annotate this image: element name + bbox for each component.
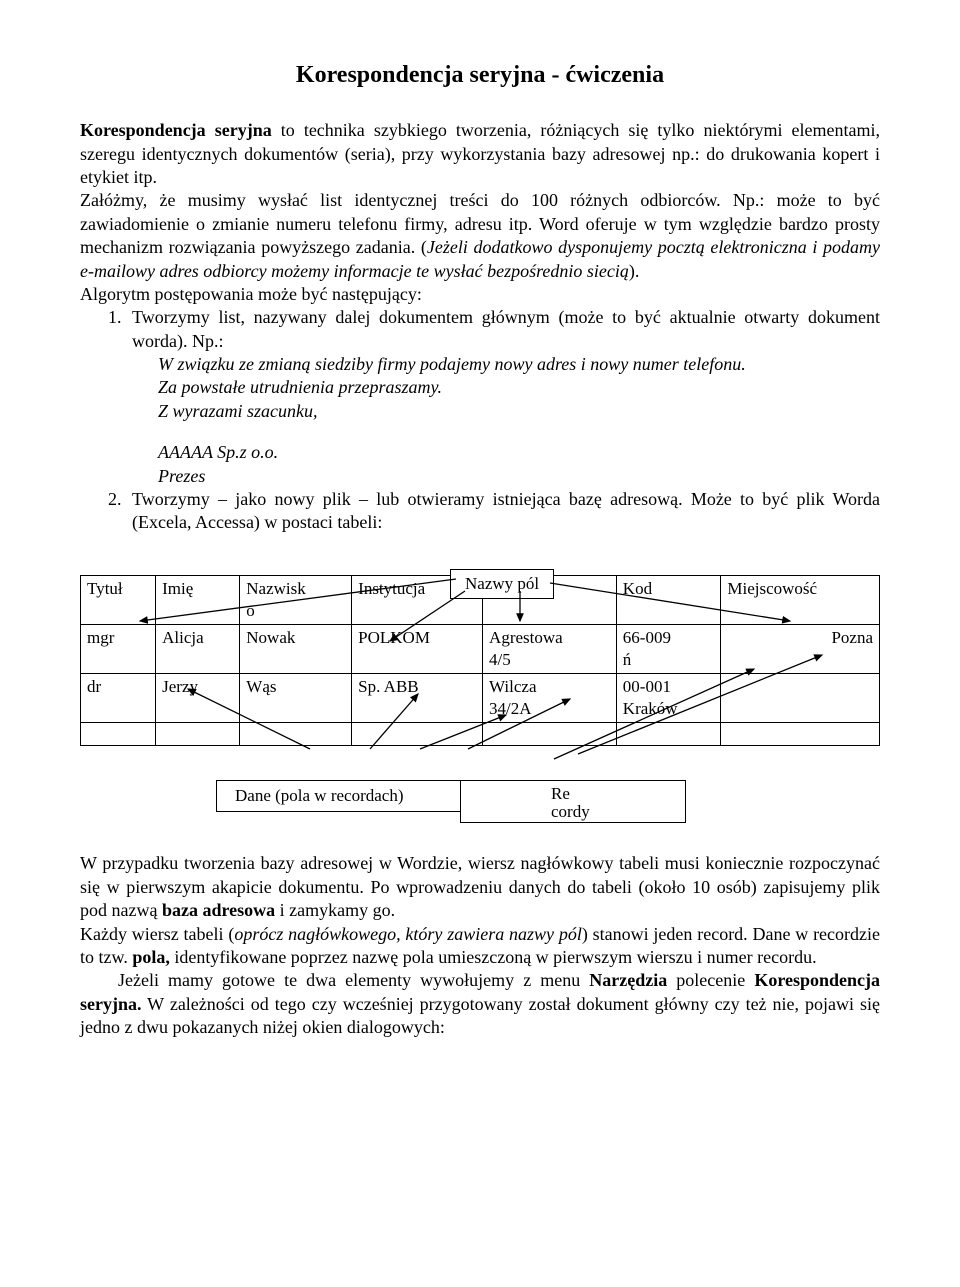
table-row: dr Jerzy Wąs Sp. ABB Wilcza34/2A 00-001K… (81, 674, 880, 723)
footer-paragraph-1: W przypadku tworzenia bazy adresowej w W… (80, 852, 880, 922)
table-row: mgr Alicja Nowak POLKOM Agrestowa4/5 66-… (81, 625, 880, 674)
cell: POLKOM (352, 625, 483, 674)
f2-italic: oprócz nagłówkowego, który zawiera nazwy… (234, 924, 582, 944)
list-marker-1: 1. (108, 306, 132, 353)
intro-paragraph: Korespondencja seryjna to technika szybk… (80, 119, 880, 189)
paragraph-2: Załóżmy, że musimy wysłać list identyczn… (80, 189, 880, 283)
footer-paragraph-3: Jeżeli mamy gotowe te dwa elementy wywoł… (80, 969, 880, 1039)
f2c: identyfikowane poprzez nazwę pola umiesz… (170, 947, 817, 967)
list-body-2: Tworzymy – jako nowy plik – lub otwieram… (132, 488, 880, 535)
th-miejscowosc: Miejscowość (721, 575, 880, 624)
letter-line-2: Za powstałe utrudnienia przepraszamy. (80, 376, 880, 399)
callout-nazwy-pol: Nazwy pól (450, 569, 554, 599)
cell: mgr (81, 625, 156, 674)
th-nazwisko: Nazwisko (240, 575, 352, 624)
list-item-1: 1. Tworzymy list, nazywany dalej dokumen… (80, 306, 880, 353)
f3a: Jeżeli mamy gotowe te dwa elementy wywoł… (118, 970, 589, 990)
paragraph-3: Algorytm postępowania może być następują… (80, 283, 880, 306)
cell: Nowak (240, 625, 352, 674)
footer-paragraph-2: Każdy wiersz tabeli (oprócz nagłówkowego… (80, 923, 880, 970)
callout-recordy: Recordy (460, 780, 686, 823)
f3c: W zależności od tego czy wcześniej przyg… (80, 994, 880, 1037)
f2a: Każdy wiersz tabeli ( (80, 924, 234, 944)
th-imie: Imię (156, 575, 240, 624)
letter-line-4: AAAAA Sp.z o.o. (80, 441, 880, 464)
cell: Pozna (721, 625, 880, 674)
cell: Wąs (240, 674, 352, 723)
f2-bold: pola, (132, 947, 170, 967)
table-region: Nazwy pól Tytuł Imię Nazwisko Instytucja… (80, 575, 880, 829)
p2-b: ). (629, 261, 640, 281)
f3b: polecenie (667, 970, 754, 990)
f3-bold1: Narzędzia (589, 970, 667, 990)
list-item-2: 2. Tworzymy – jako nowy plik – lub otwie… (80, 488, 880, 535)
letter-line-3: Z wyrazami szacunku, (80, 400, 880, 423)
list-marker-2: 2. (108, 488, 132, 535)
cell: Jerzy (156, 674, 240, 723)
letter-line-1: W związku ze zmianą siedziby firmy podaj… (80, 353, 880, 376)
cell: 66-009ń (616, 625, 721, 674)
table-row-empty (81, 723, 880, 746)
cell: Agrestowa4/5 (483, 625, 617, 674)
cell: Wilcza34/2A (483, 674, 617, 723)
list-body-1: Tworzymy list, nazywany dalej dokumentem… (132, 306, 880, 353)
page-title: Korespondencja seryjna - ćwiczenia (80, 60, 880, 91)
letter-line-5: Prezes (80, 465, 880, 488)
cell (721, 674, 880, 723)
th-tytul: Tytuł (81, 575, 156, 624)
cell: Sp. ABB (352, 674, 483, 723)
cell: Alicja (156, 625, 240, 674)
f1b: i zamykamy go. (275, 900, 395, 920)
f1-bold: baza adresowa (162, 900, 275, 920)
intro-bold: Korespondencja seryjna (80, 120, 272, 140)
cell: dr (81, 674, 156, 723)
th-kod: Kod (616, 575, 721, 624)
cell: 00-001Kraków (616, 674, 721, 723)
address-table: Tytuł Imię Nazwisko Instytucja Ulica Kod… (80, 575, 880, 747)
